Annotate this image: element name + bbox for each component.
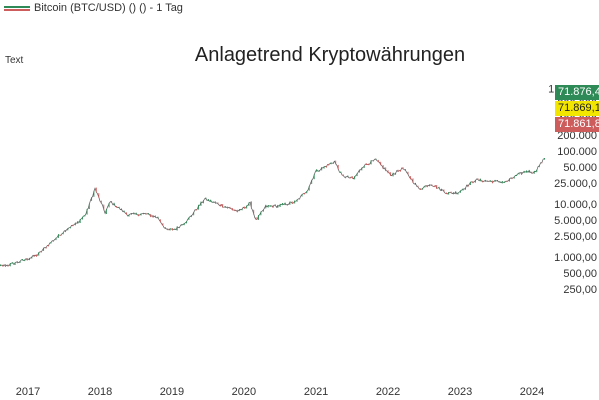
price-tag-high: 71.876,4: [555, 85, 599, 100]
x-tick-label: 2018: [88, 386, 112, 398]
x-tick-label: 2019: [160, 386, 184, 398]
price-tag-low: 71.861,8: [555, 117, 599, 132]
y-tick-label: 5.000,00: [554, 215, 597, 227]
x-tick-label: 2023: [448, 386, 472, 398]
price-series: [0, 158, 546, 267]
y-tick-label: 2.500,00: [554, 231, 597, 243]
legend-label: Bitcoin (BTC/USD) () () - 1 Tag: [34, 2, 183, 14]
x-tick-label: 2017: [16, 386, 40, 398]
chart-title: Anlagetrend Kryptowährungen: [194, 44, 466, 66]
y-tick-label: 50.000: [563, 162, 597, 174]
y-tick-label: 250,00: [563, 284, 597, 296]
x-tick-label: 2022: [376, 386, 400, 398]
y-tick-label: 25.000,0: [554, 178, 597, 190]
x-tick-label: 2024: [520, 386, 544, 398]
x-axis-ticks: 2017 2018 2019 2020 2021 2022 2023 2024: [16, 386, 544, 398]
x-tick-label: 2021: [304, 386, 328, 398]
y-tick-label: 10.000,0: [554, 199, 597, 211]
text-annotation: Text: [5, 55, 24, 66]
y-tick-label: 500,00: [563, 268, 597, 280]
price-line: [0, 158, 545, 267]
chart-legend[interactable]: Bitcoin (BTC/USD) () () - 1 Tag: [4, 2, 183, 14]
price-tag-last: 71.869,1: [555, 101, 599, 116]
y-tick-label: 200.000: [557, 130, 597, 142]
y-tick-label: 100.000: [557, 146, 597, 158]
candlestick-legend-icon: [4, 5, 30, 11]
y-tick-label: 1.000,00: [554, 252, 597, 264]
x-tick-label: 2020: [232, 386, 256, 398]
